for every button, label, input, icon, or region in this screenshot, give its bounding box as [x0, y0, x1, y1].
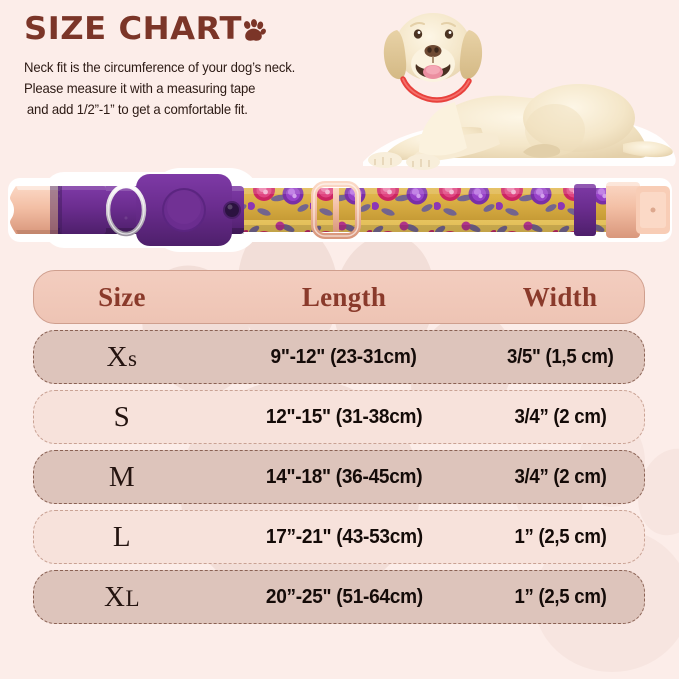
cell-width: 3/5" (1,5 cm)	[506, 345, 614, 368]
subtitle-line-2: Please measure it with a measuring tape	[24, 81, 256, 96]
table-row: S 12"-15" (31-38cm) 3/4” (2 cm)	[33, 390, 645, 444]
yellow-labrador-photo	[363, 13, 676, 170]
header-block: SIZE CHART Neck fit is the circumference…	[24, 14, 384, 120]
cell-size: XL	[103, 580, 140, 613]
cell-size: S	[113, 400, 131, 433]
size-chart-table: Size Length Width Xs 9"-12" (23-31cm) 3/…	[33, 270, 645, 624]
cell-width: 3/4” (2 cm)	[513, 465, 607, 488]
column-header-size: Size	[98, 281, 146, 312]
table-header-row: Size Length Width	[33, 270, 645, 324]
cell-length: 9"-12" (23-31cm)	[270, 345, 418, 368]
table-row: M 14"-18" (36-45cm) 3/4” (2 cm)	[33, 450, 645, 504]
cell-length: 20”-25" (51-64cm)	[265, 585, 423, 608]
paw-print-icon	[243, 19, 266, 41]
subtitle-line-3: and add 1/2”-1” to get a comfortable fit…	[26, 102, 248, 117]
table-row: Xs 9"-12" (23-31cm) 3/5" (1,5 cm)	[33, 330, 645, 384]
floral-dog-collar-photo	[8, 168, 672, 252]
cell-size: L	[112, 520, 132, 553]
cell-width: 1” (2,5 cm)	[513, 585, 607, 608]
column-header-width: Width	[522, 281, 598, 312]
column-header-length: Length	[301, 281, 387, 312]
cell-length: 14"-18" (36-45cm)	[265, 465, 423, 488]
cell-width: 1” (2,5 cm)	[513, 525, 607, 548]
table-row: XL 20”-25" (51-64cm) 1” (2,5 cm)	[33, 570, 645, 624]
title-row: SIZE CHART	[24, 14, 384, 45]
subtitle-block: Neck fit is the circumference of your do…	[24, 57, 371, 120]
cell-length: 17”-21" (43-53cm)	[265, 525, 423, 548]
cell-size: M	[108, 460, 136, 493]
cell-length: 12"-15" (31-38cm)	[265, 405, 423, 428]
cell-width: 3/4” (2 cm)	[513, 405, 607, 428]
subtitle-line-1: Neck fit is the circumference of your do…	[24, 60, 296, 75]
cell-size: Xs	[106, 340, 138, 373]
table-row: L 17”-21" (43-53cm) 1” (2,5 cm)	[33, 510, 645, 564]
page-title: SIZE CHART	[24, 11, 243, 47]
